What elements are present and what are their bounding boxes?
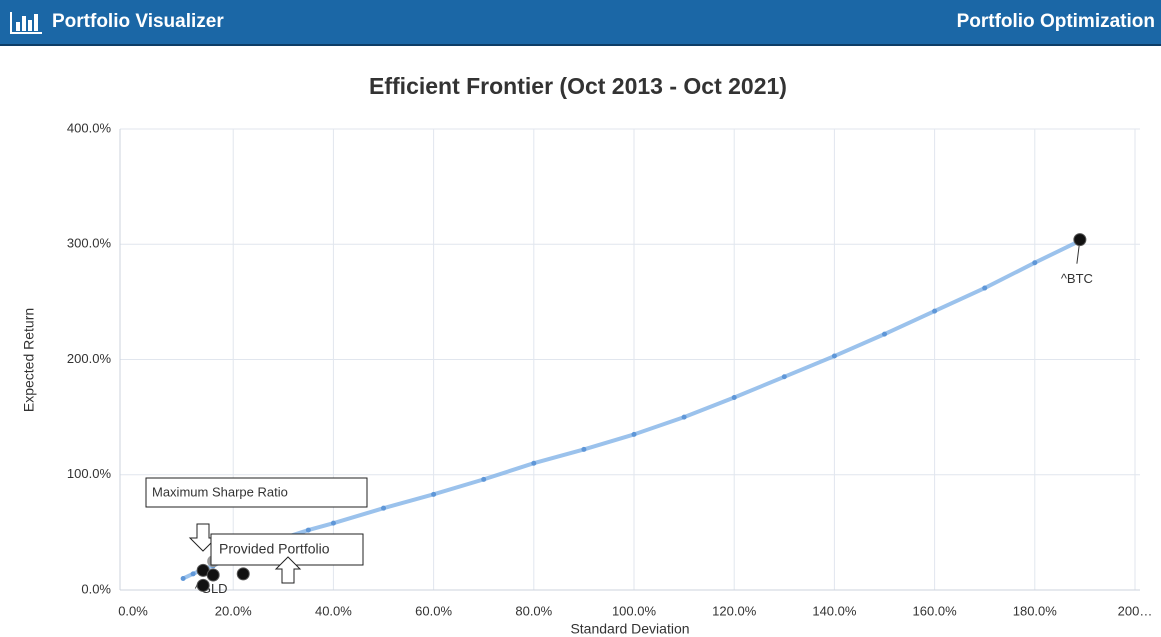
frontier-point xyxy=(581,446,587,452)
x-tick-label: 40.0% xyxy=(315,603,352,618)
x-tick-label: 160.0% xyxy=(913,603,958,618)
frontier-point xyxy=(481,476,487,482)
logo xyxy=(10,12,42,34)
y-tick-label: 400.0% xyxy=(67,120,112,135)
y-tick-label: 200.0% xyxy=(67,351,112,366)
frontier-point xyxy=(731,395,737,401)
frontier-point xyxy=(781,374,787,380)
asset-point xyxy=(236,567,250,581)
frontier-point xyxy=(381,505,387,511)
x-tick-label: 60.0% xyxy=(415,603,452,618)
frontier-point xyxy=(431,491,437,497)
annotation: Provided Portfolio xyxy=(219,541,330,557)
y-axis-label: Expected Return xyxy=(21,308,37,412)
frontier-point xyxy=(932,308,938,314)
frontier-point xyxy=(681,414,687,420)
annotation-box xyxy=(145,477,368,508)
annotation-arrow xyxy=(188,523,218,552)
asset-point xyxy=(206,568,220,582)
x-tick-label: 200… xyxy=(1118,603,1153,618)
frontier-point xyxy=(831,353,837,359)
annotation: Maximum Sharpe Ratio xyxy=(152,484,288,499)
brand[interactable]: Portfolio Visualizer xyxy=(52,11,224,32)
x-axis-label: Standard Deviation xyxy=(570,621,689,637)
frontier-point xyxy=(330,520,336,526)
asset-label: ^BTC xyxy=(1061,271,1093,286)
frontier-point xyxy=(531,460,537,466)
x-tick-label: 120.0% xyxy=(712,603,757,618)
frontier-point xyxy=(881,331,887,337)
frontier-point xyxy=(305,527,311,533)
x-tick-label: 20.0% xyxy=(215,603,252,618)
frontier-point xyxy=(180,575,186,581)
x-tick-label: 180.0% xyxy=(1013,603,1058,618)
x-tick-label: 80.0% xyxy=(515,603,552,618)
asset-point xyxy=(196,578,210,592)
y-tick-label: 0.0% xyxy=(81,581,111,596)
frontier-point xyxy=(982,285,988,291)
chart-title: Efficient Frontier (Oct 2013 - Oct 2021) xyxy=(369,73,787,99)
page-title: Portfolio Optimization xyxy=(956,11,1155,32)
frontier-line xyxy=(182,238,1081,581)
frontier-point xyxy=(1032,260,1038,266)
header: Portfolio Visualizer Portfolio Optimizat… xyxy=(0,0,1161,46)
asset-point xyxy=(1073,233,1087,247)
y-tick-label: 100.0% xyxy=(67,466,112,481)
frontier-point xyxy=(190,571,196,577)
annotation-arrow xyxy=(274,556,302,584)
x-tick-label: 100.0% xyxy=(612,603,657,618)
frontier-point xyxy=(631,431,637,437)
y-tick-label: 300.0% xyxy=(67,236,112,251)
x-tick-label: 140.0% xyxy=(812,603,857,618)
x-tick-label: 0.0% xyxy=(118,603,148,618)
